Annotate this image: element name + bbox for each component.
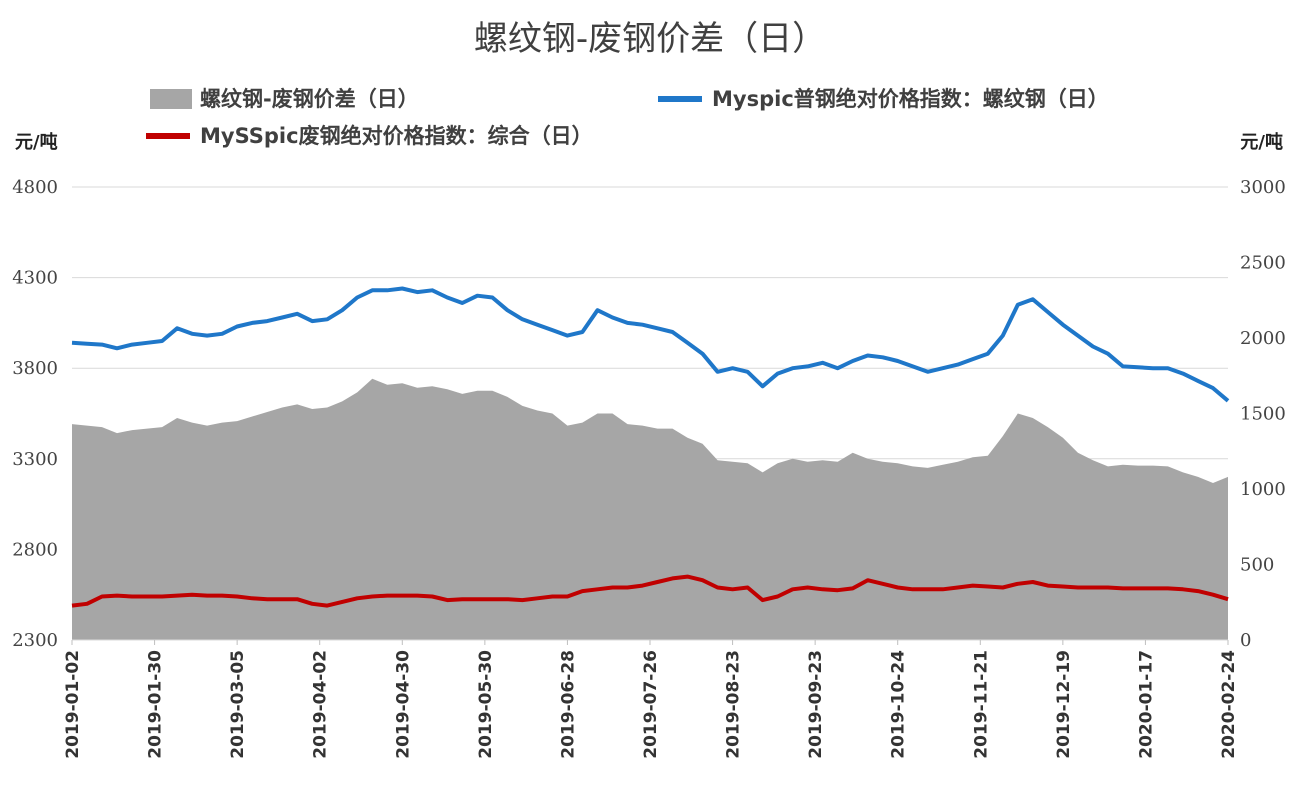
left-axis-unit: 元/吨 [15,131,58,153]
right-tick-label: 1500 [1240,404,1286,425]
legend-label-rebar: Myspic普钢绝对价格指数：螺纹钢（日） [712,87,1109,111]
x-tick-label: 2019-03-05 [228,650,248,759]
left-tick-label: 4800 [12,177,58,198]
right-tick-label: 500 [1240,555,1274,576]
x-tick-label: 2019-10-24 [889,650,909,759]
legend-label-scrap: MySSpic废钢绝对价格指数：综合（日） [200,124,593,148]
right-tick-label: 2500 [1240,253,1286,274]
line-layer [71,286,1230,608]
right-tick-label: 3000 [1240,177,1286,198]
x-axis-ticks: 2019-01-02 2019-01-30 2019-03-05 2019-04-02… [63,640,1239,759]
left-tick-label: 3300 [12,449,58,470]
x-tick-label: 2019-09-23 [806,650,826,759]
right-axis-unit: 元/吨 [1240,131,1283,153]
x-tick-label: 2020-01-17 [1136,650,1156,759]
x-tick-label: 2019-06-28 [558,650,578,759]
x-tick-label: 2019-05-30 [476,650,496,759]
spread-area-layer [72,378,1228,640]
left-tick-label: 2800 [12,539,58,560]
left-axis-ticks: 2300 2800 3300 3800 4300 4800 [12,177,58,651]
x-tick-label: 2019-01-02 [63,650,83,759]
right-tick-label: 1000 [1240,479,1286,500]
right-tick-label: 2000 [1240,328,1286,349]
x-tick-label: 2019-01-30 [146,650,166,759]
x-tick-label: 2019-07-26 [641,650,661,759]
x-tick-label: 2019-04-02 [311,650,331,759]
x-tick-label: 2019-04-30 [393,650,413,759]
chart-title: 螺纹钢-废钢价差（日） [474,19,826,59]
rebar-price-line [71,286,1230,403]
legend-label-spread: 螺纹钢-废钢价差（日） [200,87,419,111]
legend-swatch-spread [150,89,192,109]
right-tick-label: 0 [1240,630,1251,651]
x-tick-label: 2019-11-21 [971,650,991,759]
legend: 螺纹钢-废钢价差（日） Myspic普钢绝对价格指数：螺纹钢（日） MySSpi… [146,87,1109,148]
x-tick-label: 2019-12-19 [1054,650,1074,759]
spread-area [72,378,1228,640]
right-axis-ticks: 0 500 1000 1500 2000 2500 3000 [1240,177,1286,651]
left-tick-label: 2300 [12,630,58,651]
left-tick-label: 3800 [12,358,58,379]
x-tick-label: 2020-02-24 [1219,650,1239,759]
left-tick-label: 4300 [12,268,58,289]
scrap-price-line [71,574,1229,608]
x-tick-label: 2019-08-23 [724,650,744,759]
